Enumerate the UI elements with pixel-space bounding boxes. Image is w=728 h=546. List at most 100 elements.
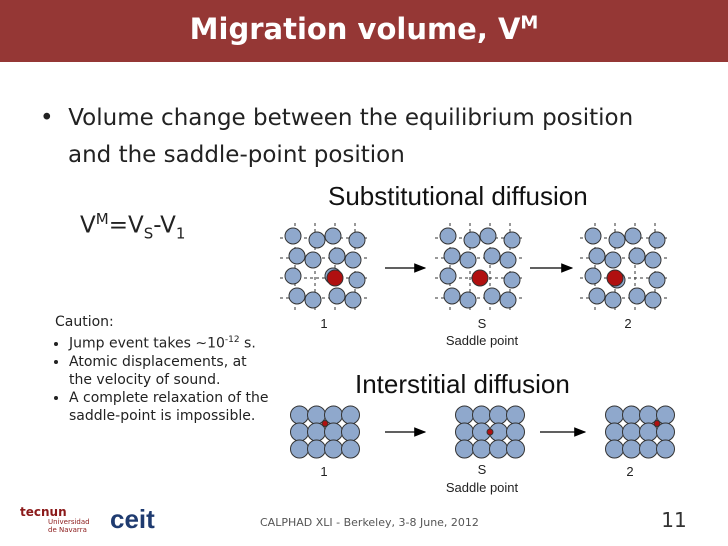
- label: S: [477, 316, 487, 331]
- atom: [499, 251, 517, 269]
- atom: [439, 227, 457, 245]
- atom: [622, 422, 641, 442]
- atom: [648, 271, 666, 289]
- atom: [489, 405, 508, 425]
- atom: [290, 422, 309, 442]
- atom: [503, 271, 521, 289]
- atom: [341, 405, 360, 425]
- atom: [290, 439, 309, 459]
- title-text: Migration volume, V: [189, 12, 521, 46]
- atom: [608, 231, 626, 249]
- caution-item: A complete relaxation of the saddle-poin…: [69, 389, 270, 425]
- f: M: [95, 210, 109, 228]
- label: S: [477, 462, 487, 477]
- atom: [284, 267, 302, 285]
- atom: [628, 287, 646, 305]
- atom: [463, 231, 481, 249]
- atom: [604, 291, 622, 309]
- atom: [656, 439, 675, 459]
- atom: [324, 439, 343, 459]
- atom: [328, 287, 346, 305]
- section-title: Interstitial diffusion: [355, 369, 570, 399]
- atom: [472, 405, 491, 425]
- atom: [348, 231, 366, 249]
- atom: [344, 291, 362, 309]
- atom: [644, 291, 662, 309]
- t: -12: [224, 335, 240, 345]
- atom: [304, 291, 322, 309]
- logo: Universidad de Navarra: [48, 518, 90, 534]
- atom: [622, 439, 641, 459]
- atom: [341, 439, 360, 459]
- atom: [455, 439, 474, 459]
- atom: [459, 291, 477, 309]
- atom: [307, 439, 326, 459]
- atom: [628, 247, 646, 265]
- atom: [622, 405, 641, 425]
- label: 2: [626, 464, 634, 479]
- logo: tecnun: [20, 505, 67, 519]
- atom: [321, 420, 329, 427]
- atom: [489, 439, 508, 459]
- atom: [304, 251, 322, 269]
- atom: [348, 271, 366, 289]
- label: 1: [320, 464, 328, 479]
- f: V: [80, 212, 96, 239]
- atom: [624, 227, 642, 245]
- caution-item: Jump event takes ∼10-12 s.: [69, 331, 270, 353]
- atom: [503, 231, 521, 249]
- atom: [284, 227, 302, 245]
- section-title: Substitutional diffusion: [328, 181, 588, 211]
- atom: [506, 405, 525, 425]
- atom: [584, 227, 602, 245]
- f: 1: [175, 224, 186, 243]
- atom: [439, 267, 457, 285]
- atoms: [280, 223, 675, 459]
- atom: [644, 251, 662, 269]
- atom: [326, 269, 344, 287]
- atom: [328, 247, 346, 265]
- f: S: [143, 224, 154, 243]
- t: Jump event takes ∼10: [69, 335, 225, 352]
- atom: [639, 439, 658, 459]
- atom: [443, 287, 461, 305]
- atom: [455, 405, 474, 425]
- slide-title: Migration volume, VM: [0, 12, 728, 46]
- atom: [605, 439, 624, 459]
- atom: [483, 287, 501, 305]
- label: Saddle point: [445, 480, 519, 495]
- title-sup: M: [520, 12, 539, 34]
- atom: [605, 422, 624, 442]
- arrows: [385, 263, 587, 437]
- atom: [506, 422, 525, 442]
- atom: [483, 247, 501, 265]
- atom: [506, 439, 525, 459]
- caution-item: Atomic displacements, at the velocity of…: [69, 353, 270, 389]
- t: s.: [239, 335, 256, 352]
- atom: [588, 287, 606, 305]
- label: Saddle point: [445, 333, 519, 348]
- atom: [472, 439, 491, 459]
- atom: [499, 291, 517, 309]
- label: 2: [624, 316, 632, 331]
- formula: VM=VS-V1: [80, 210, 185, 242]
- atom: [588, 247, 606, 265]
- atom: [443, 247, 461, 265]
- atom: [606, 269, 624, 287]
- atom: [471, 269, 489, 287]
- atom: [288, 247, 306, 265]
- atom: [308, 231, 326, 249]
- f: =V: [108, 212, 144, 239]
- atom: [605, 405, 624, 425]
- caution: Caution: Jump event takes ∼10-12 s. Atom…: [55, 313, 270, 425]
- atom: [324, 227, 342, 245]
- atom: [486, 428, 494, 436]
- atom: [455, 422, 474, 442]
- atom: [290, 405, 309, 425]
- logo: ceit: [110, 504, 155, 534]
- bullet: • Volume change between the equilibrium …: [40, 105, 634, 168]
- f: -V: [153, 212, 176, 239]
- atom: [459, 251, 477, 269]
